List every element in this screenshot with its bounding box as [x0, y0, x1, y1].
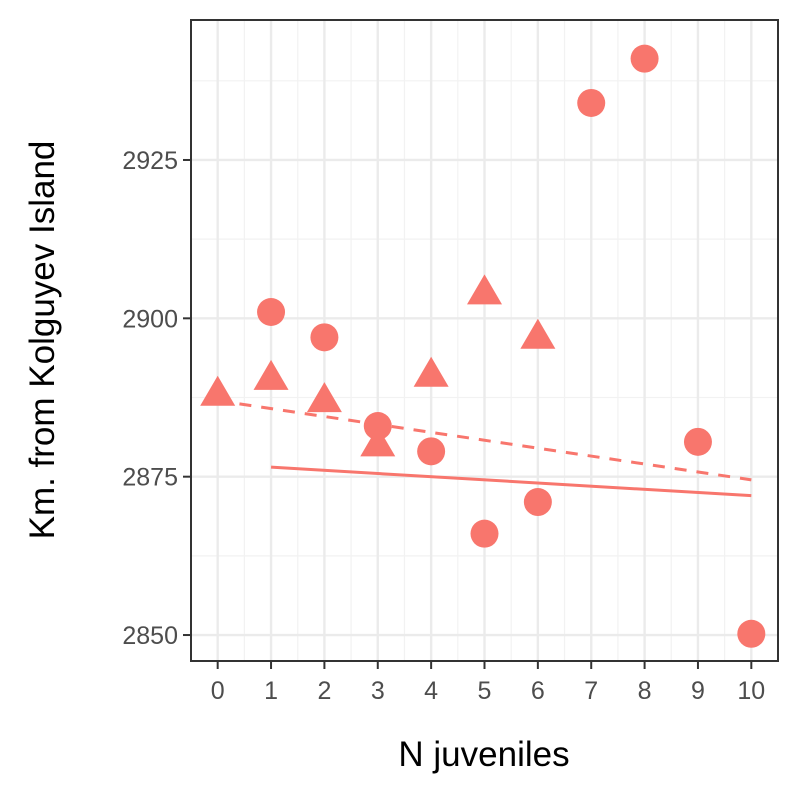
x-tick-label: 3: [371, 677, 385, 705]
y-tick-label: 2925: [122, 147, 178, 175]
x-tick-label: 6: [531, 677, 545, 705]
y-axis-ticks: 2850 2875 2900 2925: [122, 147, 191, 650]
triangle-point: [306, 382, 342, 413]
x-tick-label: 0: [211, 677, 225, 705]
triangle-point: [360, 426, 396, 457]
triangle-point: [467, 274, 502, 305]
x-tick-label: 5: [478, 677, 492, 705]
circle-point: [523, 488, 552, 517]
data-points: [200, 44, 766, 648]
triangle-trend-line: [217, 399, 752, 482]
circle-point: [257, 297, 286, 326]
triangle-point: [253, 359, 289, 390]
triangle-point: [413, 356, 449, 387]
x-axis-title: N juveniles: [398, 735, 569, 774]
y-axis-title: Km. from Kolguyev Island: [23, 141, 62, 540]
x-tick-label: 7: [584, 677, 598, 705]
x-tick-label: 1: [264, 677, 278, 705]
x-tick-label: 2: [317, 677, 331, 705]
circle-point: [470, 519, 499, 548]
circle-point: [630, 44, 659, 73]
circle-point: [417, 437, 446, 466]
x-tick-label: 4: [424, 677, 438, 705]
triangle-point: [520, 318, 556, 349]
triangle-point: [200, 375, 236, 406]
circle-point: [363, 412, 392, 441]
circle-point: [683, 427, 712, 456]
x-tick-label: 8: [638, 677, 652, 705]
x-tick-label: 9: [691, 677, 705, 705]
y-tick-label: 2875: [122, 464, 178, 492]
circle-point: [737, 619, 766, 648]
major-gridlines: [191, 20, 778, 661]
x-axis-ticks: 0 1 2 3 4 5 6 7 8 9 10: [211, 661, 765, 705]
circle-trend-line: [270, 465, 752, 498]
y-tick-label: 2850: [122, 622, 178, 650]
y-tick-label: 2900: [122, 305, 178, 333]
x-tick-label: 10: [737, 677, 765, 705]
circle-point: [577, 88, 606, 117]
trend-lines: [217, 399, 752, 498]
circle-point: [310, 323, 339, 352]
